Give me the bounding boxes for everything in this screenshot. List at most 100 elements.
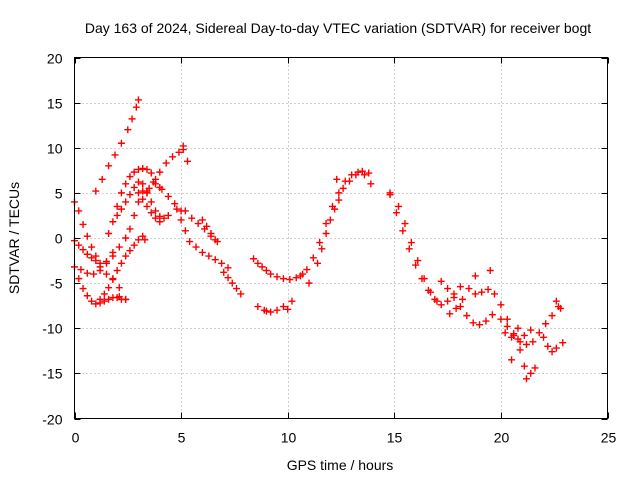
data-point	[414, 257, 422, 265]
data-point	[358, 167, 366, 175]
data-point	[194, 220, 202, 228]
data-point	[192, 243, 200, 251]
data-point	[130, 183, 138, 191]
x-tick-label: 0	[72, 430, 80, 446]
data-point	[134, 236, 142, 244]
data-point	[267, 308, 275, 316]
series-arc-19	[296, 168, 375, 280]
data-point	[143, 165, 151, 173]
data-point	[183, 157, 191, 165]
data-point	[181, 207, 189, 215]
series-arc-30	[540, 333, 560, 356]
data-point	[527, 369, 535, 377]
y-tick-label: 10	[47, 141, 63, 157]
data-point	[316, 239, 324, 247]
data-point	[395, 202, 403, 210]
data-point	[514, 335, 522, 343]
data-point	[130, 168, 138, 176]
data-point	[254, 259, 262, 267]
axis-tick-labels: 0 5 10 15 20 25 -20 -15 -10 -5 0 5 10 15 20	[42, 51, 616, 446]
data-point	[437, 301, 445, 309]
data-point	[147, 198, 155, 206]
series-arc-16	[220, 268, 245, 298]
data-point	[224, 264, 232, 272]
data-point	[488, 311, 496, 319]
data-point	[96, 259, 104, 267]
data-point	[149, 178, 157, 186]
data-point	[83, 250, 91, 258]
data-point	[102, 259, 110, 267]
series-arc-20	[314, 196, 343, 267]
data-point	[83, 292, 91, 300]
data-point	[286, 276, 294, 284]
data-point	[130, 241, 138, 249]
data-point	[452, 304, 460, 312]
axis-ticks	[74, 57, 609, 420]
data-point	[145, 184, 153, 192]
data-point	[412, 261, 420, 269]
data-point	[122, 198, 130, 206]
data-point	[122, 252, 130, 260]
series-arc-25	[446, 272, 479, 318]
data-point	[262, 266, 270, 274]
data-point	[318, 245, 326, 253]
y-tick-label: 20	[47, 51, 63, 67]
grid	[74, 57, 608, 419]
data-point	[220, 268, 228, 276]
data-point	[508, 356, 516, 364]
y-tick-label: 5	[55, 186, 63, 202]
data-point	[169, 153, 177, 161]
data-point	[427, 288, 435, 296]
data-point	[134, 198, 142, 206]
series-arc-07	[105, 165, 164, 237]
data-point	[392, 209, 400, 217]
data-point	[162, 159, 170, 167]
data-point	[360, 171, 368, 179]
data-point	[527, 326, 535, 334]
data-point	[365, 169, 373, 177]
data-point	[465, 285, 473, 293]
data-points	[71, 96, 567, 383]
data-point	[141, 236, 149, 244]
data-point	[437, 277, 445, 285]
data-point	[113, 202, 121, 210]
data-point	[115, 293, 123, 301]
data-point	[147, 169, 155, 177]
data-point	[160, 214, 168, 222]
y-tick-label: 0	[55, 231, 63, 247]
x-tick-label: 15	[387, 430, 403, 446]
data-point	[111, 151, 119, 159]
series-arc-21	[339, 167, 373, 192]
data-point	[433, 297, 441, 305]
data-point	[279, 275, 287, 283]
data-point	[134, 165, 142, 173]
data-point	[522, 375, 530, 383]
data-point	[164, 192, 172, 200]
data-point	[100, 290, 108, 298]
series-arc-04	[77, 248, 117, 278]
data-point	[456, 283, 464, 291]
data-point	[75, 207, 83, 215]
data-point	[173, 205, 181, 213]
data-point	[88, 297, 96, 305]
data-point	[132, 103, 140, 111]
data-point	[540, 333, 548, 341]
data-point	[326, 216, 334, 224]
data-point	[459, 295, 467, 303]
data-point	[224, 274, 232, 282]
data-point	[122, 234, 130, 242]
data-point	[88, 254, 96, 262]
data-point	[92, 187, 100, 195]
data-point	[314, 259, 322, 267]
y-tick-label: -5	[50, 276, 63, 292]
data-point	[139, 165, 147, 173]
data-point	[535, 329, 543, 337]
y-tick-label: 15	[47, 96, 63, 112]
data-point	[471, 272, 479, 280]
data-point	[284, 305, 292, 313]
data-point	[88, 243, 96, 251]
data-point	[134, 96, 142, 104]
data-point	[79, 246, 87, 254]
x-tick-label: 10	[281, 430, 297, 446]
data-point	[75, 275, 83, 283]
